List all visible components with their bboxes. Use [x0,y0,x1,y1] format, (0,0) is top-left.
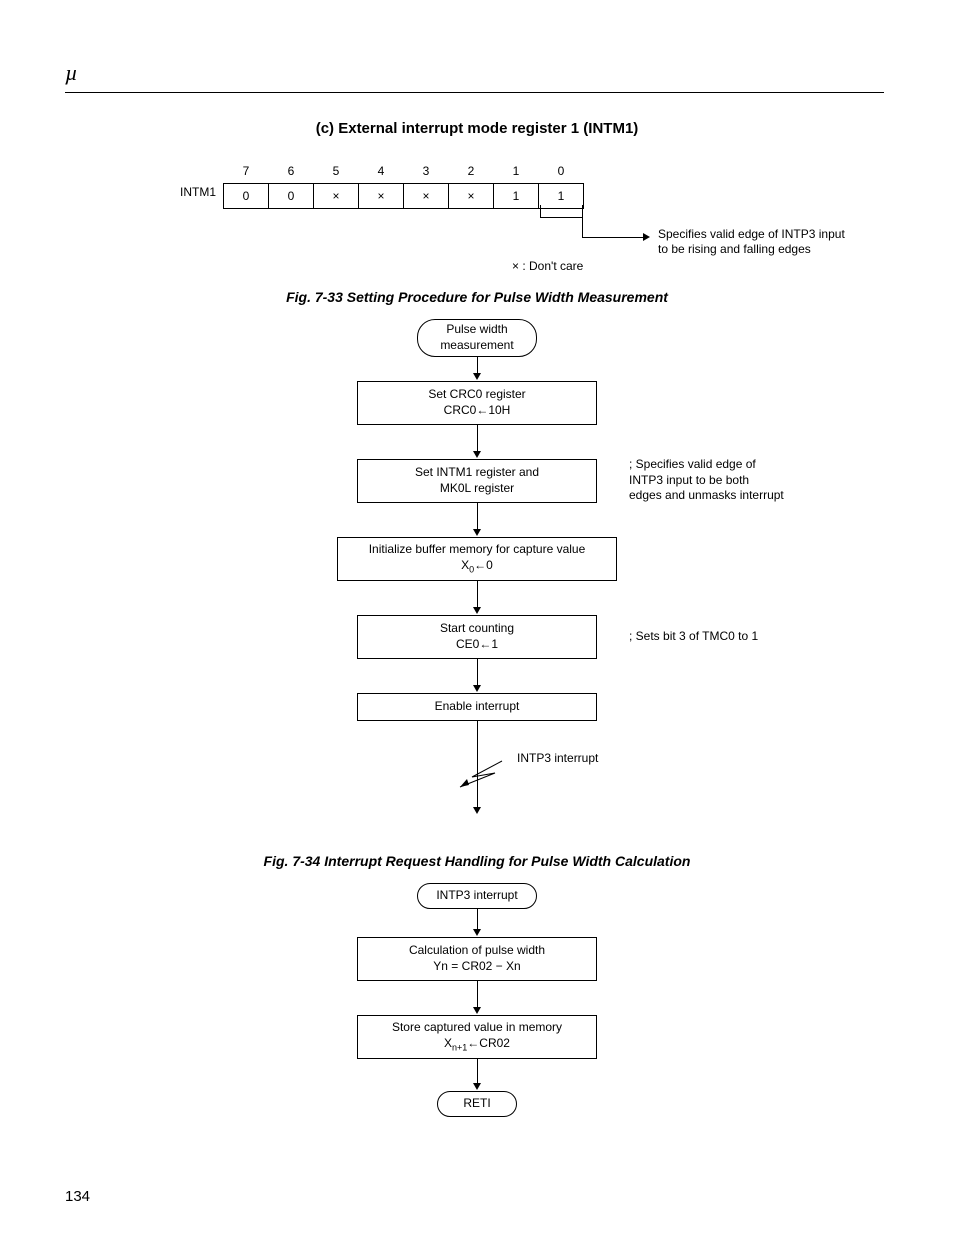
fig-7-34-flowchart: INTP3 interrupt Calculation of pulse wid… [277,883,677,1143]
process-node: Store captured value in memory Xn+1←CR02 [357,1015,597,1059]
bit-value: 1 [539,184,584,209]
register-label: INTM1 [180,185,216,199]
process-node: Start counting CE0←1 [357,615,597,659]
register-note: Specifies valid edge of INTP3 input to b… [658,227,845,257]
arrow-down-icon [473,607,481,614]
arrow-line [477,1059,478,1085]
register-table: 7 6 5 4 3 2 1 0 0 0 × × × × 1 1 [223,159,584,209]
node-text: CRC0←10H [358,403,596,419]
bit-index: 4 [359,159,404,184]
connector-line [582,237,644,238]
bit-index: 0 [539,159,584,184]
bit-value: × [404,184,449,209]
note-line: edges and unmasks interrupt [629,488,784,502]
node-text: Initialize buffer memory for capture val… [338,542,616,558]
end-node: RETI [437,1091,517,1117]
node-text: Set CRC0 register [358,387,596,403]
process-node: Calculation of pulse width Yn = CR02 − X… [357,937,597,981]
dont-care-note: × : Don't care [512,259,583,274]
bit-value: 0 [224,184,269,209]
connector-line [540,205,541,217]
bit-index: 5 [314,159,359,184]
fig-7-33-caption: Fig. 7-33 Setting Procedure for Pulse Wi… [70,289,884,305]
side-note: ; Specifies valid edge of INTP3 input to… [629,457,784,504]
arrow-line [477,503,478,531]
arrow-down-icon [473,1007,481,1014]
start-node: Pulse width measurement [417,319,537,357]
bit-index: 1 [494,159,539,184]
bit-value: 1 [494,184,539,209]
side-note: ; Sets bit 3 of TMC0 to 1 [629,629,758,645]
node-text: Calculation of pulse width [358,943,596,959]
node-text: INTP3 interrupt [418,888,536,904]
arrow-down-icon [473,373,481,380]
bit-index: 3 [404,159,449,184]
arrow-line [477,425,478,453]
note-line: Specifies valid edge of INTP3 input [658,227,845,241]
process-node: Enable interrupt [357,693,597,721]
note-line: to be rising and falling edges [658,242,811,256]
bit-value: × [359,184,404,209]
arrow-down-icon [473,929,481,936]
fig-7-34-caption: Fig. 7-34 Interrupt Request Handling for… [70,853,884,869]
fig-7-33-flowchart: Pulse width measurement Set CRC0 registe… [157,319,797,829]
arrow-line [477,981,478,1009]
node-text: Yn = CR02 − Xn [358,959,596,975]
node-text: CE0←1 [358,637,596,653]
node-text: Pulse width [418,322,536,338]
node-text: Enable interrupt [358,699,596,715]
intp3-label: INTP3 interrupt [517,751,598,767]
arrow-line [477,909,478,931]
page-number: 134 [65,1188,90,1205]
node-text: measurement [418,338,536,354]
bit-value: 0 [269,184,314,209]
arrow-right-icon [643,233,650,241]
note-line: ; Specifies valid edge of [629,457,756,471]
node-text: Set INTM1 register and [358,465,596,481]
bit-value: × [314,184,359,209]
note-line: INTP3 input to be both [629,473,749,487]
bit-index: 2 [449,159,494,184]
node-text: X0←0 [338,558,616,576]
node-text: Xn+1←CR02 [358,1036,596,1054]
connector-line [540,217,582,218]
process-node: Initialize buffer memory for capture val… [337,537,617,581]
arrow-line [477,581,478,609]
process-node: Set CRC0 register CRC0←10H [357,381,597,425]
node-text: MK0L register [358,481,596,497]
arrow-line [477,659,478,687]
arrow-down-icon [473,807,481,814]
page: µ (c) External interrupt mode register 1… [0,0,954,1235]
arrow-down-icon [473,1083,481,1090]
node-text: RETI [438,1096,516,1112]
register-diagram: INTM1 7 6 5 4 3 2 1 0 0 0 × × × × 1 1 [70,159,884,279]
interrupt-zigzag-icon [457,759,507,789]
mu-symbol: µ [65,60,78,86]
bit-index: 7 [224,159,269,184]
bit-index: 6 [269,159,314,184]
start-node: INTP3 interrupt [417,883,537,909]
arrow-down-icon [473,685,481,692]
arrow-down-icon [473,529,481,536]
top-rule [65,92,884,93]
node-text: Store captured value in memory [358,1020,596,1036]
node-text: Start counting [358,621,596,637]
section-c-title: (c) External interrupt mode register 1 (… [70,120,884,137]
bit-value: × [449,184,494,209]
process-node: Set INTM1 register and MK0L register [357,459,597,503]
connector-line [582,205,583,237]
arrow-down-icon [473,451,481,458]
